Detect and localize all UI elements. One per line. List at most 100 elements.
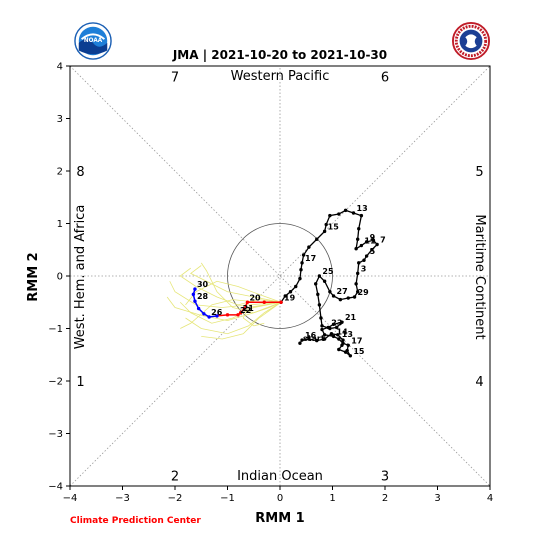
observed-point: [356, 237, 360, 241]
forecast-blue-point: [202, 312, 206, 316]
observed-point: [298, 341, 302, 345]
nws-logo: [452, 22, 490, 60]
observed-point-label: 25: [322, 267, 334, 276]
x-axis-label: RMM 1: [255, 511, 304, 526]
y-tick-label: −4: [48, 482, 63, 493]
phase-diagonal-line: [69, 65, 491, 487]
x-tick-label: 3: [434, 493, 440, 504]
forecast-red-point: [238, 311, 243, 315]
observed-point: [364, 240, 369, 244]
observed-point: [319, 316, 323, 320]
forecast-blue-point: [207, 315, 211, 319]
observed-point-label: 9: [370, 233, 376, 242]
observed-point-label: 5: [370, 247, 376, 256]
observed-point: [331, 294, 336, 298]
ensemble-member-line: [179, 301, 282, 324]
phase-label: 2: [171, 470, 179, 485]
observed-point: [301, 253, 306, 257]
observed-point: [364, 254, 369, 258]
ensemble-member-line: [166, 296, 282, 322]
observed-point: [370, 248, 374, 252]
forecast-blue-point: [193, 287, 197, 291]
observed-point: [346, 296, 350, 300]
rmm-trajectory: [191, 208, 379, 358]
observed-point-label: 3: [361, 264, 367, 273]
observed-point: [320, 324, 324, 328]
observed-point: [357, 261, 361, 265]
observed-point-label: 15: [353, 347, 365, 356]
forecast-red-point: [245, 300, 250, 304]
x-tick-label: 4: [487, 493, 493, 504]
phase-label: 1: [76, 375, 84, 390]
y-tick-label: −1: [48, 324, 63, 335]
observed-point: [338, 297, 343, 302]
forecast-blue-point: [196, 306, 201, 311]
region-label-west-hem-africa: West. Hem. and Africa: [73, 205, 88, 350]
forecast-blue-point: [193, 299, 197, 303]
forecast-point-label: 21: [243, 304, 255, 313]
observed-point: [329, 332, 334, 336]
observed-point: [354, 247, 358, 251]
observed-point: [359, 213, 364, 218]
observed-point-label: 21: [345, 313, 357, 322]
chart-title: JMA | 2021-10-20 to 2021-10-30: [172, 48, 387, 62]
forecast-red-point: [242, 306, 246, 311]
observed-point-label: 15: [328, 222, 340, 231]
observed-point: [307, 337, 311, 341]
observed-point: [322, 337, 327, 341]
observed-point: [307, 245, 311, 249]
phase-label: 4: [475, 375, 483, 390]
credit-label: Climate Prediction Center: [70, 516, 201, 526]
observed-point: [371, 238, 376, 242]
observed-point: [328, 213, 332, 218]
observed-point: [315, 338, 319, 343]
phase-label: 8: [76, 165, 84, 180]
observed-point: [348, 354, 353, 358]
x-tick-label: 2: [382, 493, 388, 504]
observed-point-label: 13: [357, 204, 368, 213]
region-label-indian-ocean: Indian Ocean: [237, 469, 323, 484]
x-tick-label: −2: [168, 493, 183, 504]
observed-point: [375, 242, 379, 247]
forecast-point-label: 28: [197, 292, 209, 301]
forecast-blue-point: [215, 314, 219, 318]
observed-point: [359, 243, 364, 248]
observed-point-label: 7: [380, 236, 386, 245]
observed-point: [352, 295, 357, 299]
y-tick-label: 4: [57, 62, 63, 73]
y-tick-label: −3: [48, 429, 63, 440]
observed-point-label: 14: [337, 327, 349, 336]
observed-point: [343, 208, 348, 213]
ensemble-member-line: [169, 281, 282, 308]
observed-point-label: 17: [305, 254, 316, 263]
observed-point-label: 19: [284, 293, 296, 302]
forecast-red-line: [216, 301, 282, 317]
observed-point: [299, 268, 303, 272]
observed-point: [337, 347, 341, 352]
observed-point: [314, 282, 318, 286]
observed-point: [345, 348, 349, 353]
noaa-logo: NOAA: [74, 22, 112, 60]
observed-point-label: 16: [305, 331, 317, 340]
observed-point-label: 27: [337, 287, 348, 296]
y-tick-label: −2: [48, 377, 63, 388]
observed-point: [317, 303, 322, 307]
observed-point: [331, 322, 336, 326]
forecast-red-point: [279, 300, 283, 304]
observed-point: [294, 284, 298, 289]
observed-point: [283, 294, 287, 298]
forecast-red-point: [262, 300, 266, 304]
observed-point: [316, 292, 320, 297]
observed-point: [340, 320, 344, 324]
ensemble-member-line: [201, 301, 282, 340]
unit-circle: [227, 223, 333, 329]
phase-label: 3: [381, 470, 389, 485]
y-tick-label: 2: [57, 167, 63, 178]
observed-point: [336, 333, 340, 337]
observed-point: [328, 290, 332, 294]
ensemble-member-line: [200, 262, 282, 314]
ensemble-member-line: [185, 301, 282, 335]
ensemble-member-line: [189, 265, 282, 303]
